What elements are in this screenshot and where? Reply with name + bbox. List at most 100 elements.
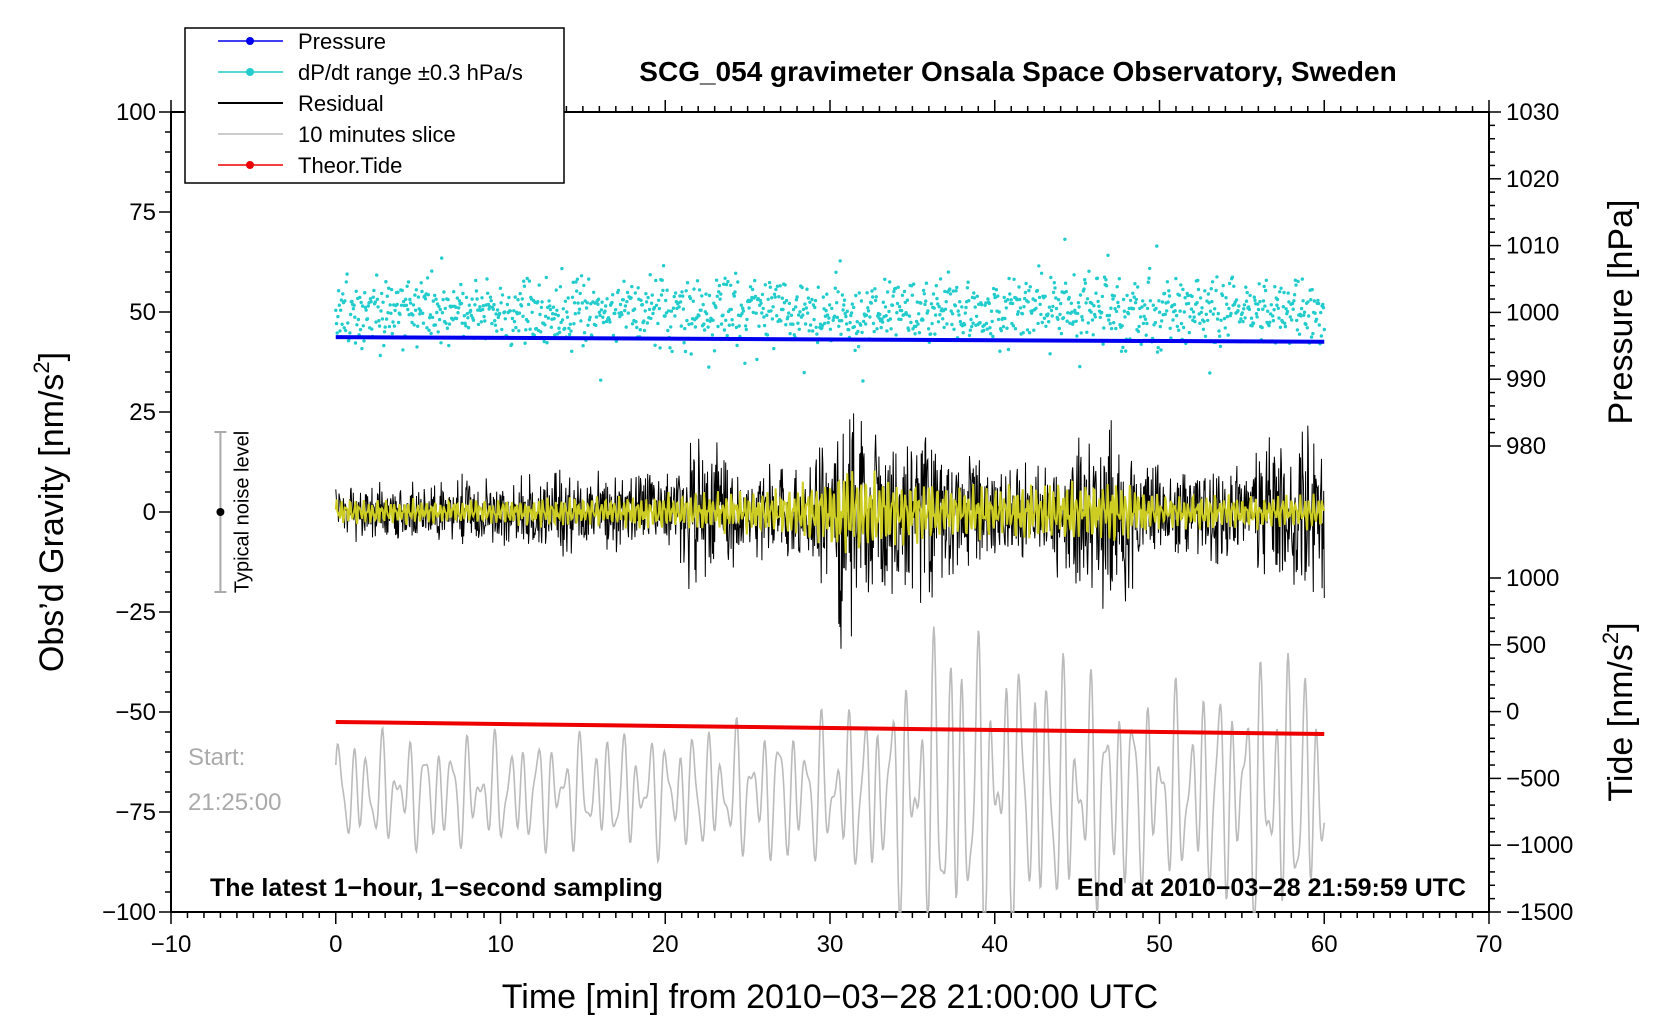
- dpdt-point: [1290, 301, 1295, 306]
- dpdt-point: [1256, 302, 1260, 306]
- dpdt-point: [363, 305, 368, 310]
- dpdt-point: [566, 296, 570, 300]
- dpdt-point: [991, 286, 996, 291]
- dpdt-point: [826, 320, 830, 325]
- dpdt-point: [1219, 318, 1223, 322]
- dpdt-point: [1279, 286, 1283, 290]
- dpdt-point: [1044, 324, 1048, 328]
- dpdt-point: [860, 330, 864, 335]
- dpdt-point: [1290, 318, 1294, 322]
- dpdt-point: [467, 303, 471, 307]
- dpdt-point: [989, 332, 993, 336]
- dpdt-point: [1319, 310, 1323, 315]
- dpdt-point: [1307, 314, 1311, 318]
- y-axis-title-tide: Tide [nm/s2]: [1598, 622, 1640, 801]
- dpdt-point: [547, 299, 551, 303]
- dpdt-point: [801, 307, 806, 312]
- dpdt-point: [1071, 320, 1076, 324]
- dpdt-point: [963, 311, 967, 315]
- dpdt-point: [990, 319, 994, 324]
- dpdt-point: [796, 313, 801, 317]
- dpdt-point: [955, 285, 959, 290]
- dpdt-point: [1175, 324, 1180, 329]
- dpdt-point: [343, 299, 347, 303]
- dpdt-point: [835, 315, 840, 320]
- dpdt-point: [830, 306, 834, 311]
- dpdt-point: [1186, 301, 1191, 306]
- dpdt-point: [1210, 280, 1215, 284]
- y-left-tick-label: −25: [115, 599, 156, 626]
- dpdt-point: [481, 304, 486, 308]
- dpdt-point: [1155, 244, 1159, 248]
- dpdt-point: [1109, 306, 1113, 310]
- dpdt-point: [1042, 316, 1047, 320]
- dpdt-point: [701, 302, 705, 307]
- dpdt-point: [1293, 278, 1298, 282]
- dpdt-point: [814, 325, 818, 329]
- dpdt-point: [436, 330, 440, 334]
- dpdt-point: [446, 297, 450, 302]
- axis-tick-labels: −10 0 10 20 30 40 50 60 701007550250−25−50−75−10…: [102, 99, 1573, 958]
- dpdt-point: [962, 323, 967, 327]
- dpdt-point: [1156, 345, 1160, 350]
- y-left-title-main: Obs’d Gravity [nm/s: [33, 374, 71, 673]
- dpdt-point: [685, 318, 689, 323]
- dpdt-point: [1157, 299, 1161, 303]
- dpdt-point: [1168, 326, 1172, 330]
- dpdt-point: [1094, 291, 1098, 295]
- dpdt-point: [885, 290, 890, 294]
- dpdt-point: [1123, 315, 1127, 319]
- dpdt-point: [1024, 281, 1028, 286]
- dpdt-point: [724, 282, 729, 287]
- dpdt-point: [563, 326, 567, 331]
- dpdt-point: [950, 312, 955, 316]
- legend-label: Theor.Tide: [298, 153, 402, 178]
- dpdt-point: [1214, 288, 1218, 293]
- dpdt-point: [1267, 323, 1271, 328]
- dpdt-point: [671, 306, 676, 310]
- dpdt-point: [687, 322, 691, 326]
- dpdt-point: [971, 321, 975, 325]
- dpdt-point: [434, 297, 438, 301]
- dpdt-point: [530, 310, 534, 314]
- dpdt-point: [762, 315, 766, 319]
- dpdt-point: [543, 314, 548, 318]
- dpdt-point: [439, 341, 443, 345]
- dpdt-point: [1136, 285, 1140, 289]
- dpdt-point: [469, 308, 473, 313]
- dpdt-point: [474, 278, 478, 283]
- dpdt-point: [1216, 311, 1221, 316]
- dpdt-point: [885, 329, 889, 333]
- dpdt-point: [794, 305, 798, 309]
- dpdt-point: [334, 321, 339, 326]
- x-tick-label: 0: [329, 931, 342, 958]
- dpdt-point: [578, 291, 582, 296]
- dpdt-point: [1104, 284, 1109, 288]
- dpdt-point: [821, 295, 825, 299]
- tide-title-end: ]: [1602, 622, 1640, 631]
- dpdt-point: [989, 309, 994, 313]
- dpdt-point: [1037, 295, 1042, 300]
- dpdt-point: [1090, 301, 1094, 306]
- dpdt-point: [1251, 321, 1256, 325]
- dpdt-point: [935, 296, 939, 301]
- dpdt-point: [825, 292, 829, 296]
- dpdt-point: [1302, 310, 1307, 314]
- dpdt-point: [1236, 309, 1240, 313]
- dpdt-point: [1262, 284, 1266, 289]
- dpdt-point: [1258, 299, 1262, 304]
- dpdt-point: [924, 299, 928, 303]
- dpdt-point: [413, 293, 417, 297]
- chart-title: SCG_054 gravimeter Onsala Space Observat…: [639, 56, 1396, 87]
- dpdt-point: [369, 300, 373, 304]
- dpdt-point: [356, 317, 361, 322]
- dpdt-point: [1047, 305, 1052, 309]
- dpdt-point: [873, 298, 878, 303]
- x-tick-label: 40: [981, 931, 1008, 958]
- dpdt-point: [1299, 314, 1303, 318]
- dpdt-point: [553, 312, 558, 316]
- dpdt-point: [1268, 320, 1272, 324]
- dpdt-point: [1190, 294, 1194, 299]
- dpdt-point: [1136, 329, 1141, 334]
- dpdt-point: [753, 278, 757, 283]
